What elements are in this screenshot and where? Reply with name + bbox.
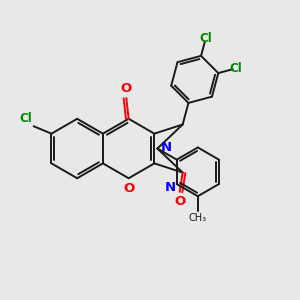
Text: N: N	[165, 181, 176, 194]
Text: N: N	[161, 140, 172, 154]
Text: O: O	[123, 182, 134, 195]
Text: Cl: Cl	[20, 112, 32, 125]
Text: O: O	[174, 195, 185, 208]
Text: Cl: Cl	[230, 62, 242, 75]
Text: Cl: Cl	[200, 32, 212, 45]
Text: CH₃: CH₃	[189, 213, 207, 223]
Text: O: O	[121, 82, 132, 95]
